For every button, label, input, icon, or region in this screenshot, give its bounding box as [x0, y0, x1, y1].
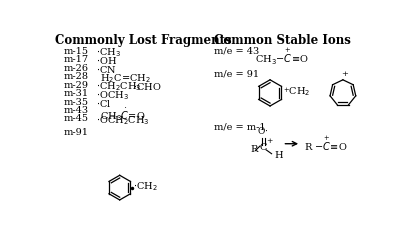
- Text: $\cdot$OCH$_2$CH$_3$: $\cdot$OCH$_2$CH$_3$: [96, 115, 150, 127]
- Text: $\cdot$CHO: $\cdot$CHO: [133, 81, 162, 92]
- Text: m-45: m-45: [64, 115, 89, 124]
- Text: R: R: [250, 145, 258, 154]
- Text: H: H: [274, 151, 283, 160]
- Text: Common Stable Ions: Common Stable Ions: [214, 34, 351, 47]
- Text: Commonly Lost Fragments: Commonly Lost Fragments: [55, 34, 231, 47]
- Text: $\cdot$Cl: $\cdot$Cl: [96, 97, 112, 109]
- Text: m-15: m-15: [64, 47, 89, 56]
- Text: m-28: m-28: [64, 72, 89, 81]
- Text: m-35: m-35: [64, 97, 89, 107]
- Text: R $-\overset{+}{C}$$\!\equiv\!$O: R $-\overset{+}{C}$$\!\equiv\!$O: [304, 134, 348, 153]
- Text: $\cdot$OH: $\cdot$OH: [96, 55, 117, 66]
- Text: m/e = m-1: m/e = m-1: [214, 122, 266, 131]
- Text: $\cdot$CH$_2$: $\cdot$CH$_2$: [133, 181, 157, 193]
- Text: $\cdot$CH$_3$: $\cdot$CH$_3$: [96, 47, 122, 60]
- Text: m-17: m-17: [64, 55, 89, 64]
- Text: +: +: [341, 69, 348, 77]
- Text: O$\cdot$: O$\cdot$: [258, 125, 269, 136]
- Text: m-29: m-29: [64, 81, 89, 90]
- Text: $\overset{+}{}$CH$_2$: $\overset{+}{}$CH$_2$: [283, 85, 311, 98]
- Text: C: C: [260, 143, 267, 152]
- Text: +: +: [266, 137, 273, 145]
- Text: m-26: m-26: [64, 64, 89, 73]
- Text: m/e = 91: m/e = 91: [214, 70, 260, 79]
- Text: H$_2$C$\!=\!$CH$_2$: H$_2$C$\!=\!$CH$_2$: [100, 72, 151, 85]
- Text: m/e = 43: m/e = 43: [214, 47, 260, 56]
- Text: m-91: m-91: [64, 128, 89, 137]
- Text: CH$_3\dot{C}\!=\!$O: CH$_3\dot{C}\!=\!$O: [100, 106, 145, 123]
- Text: m-31: m-31: [64, 89, 89, 98]
- Text: $\cdot$OCH$_3$: $\cdot$OCH$_3$: [96, 89, 129, 102]
- Text: $\cdot$CH$_2$CH$_3$: $\cdot$CH$_2$CH$_3$: [96, 81, 142, 93]
- Text: CH$_3$$-\overset{+}{C}$$\!\equiv\!$O: CH$_3$$-\overset{+}{C}$$\!\equiv\!$O: [255, 47, 309, 67]
- Text: $\cdot$CN: $\cdot$CN: [96, 64, 117, 75]
- Text: m-43: m-43: [64, 106, 89, 115]
